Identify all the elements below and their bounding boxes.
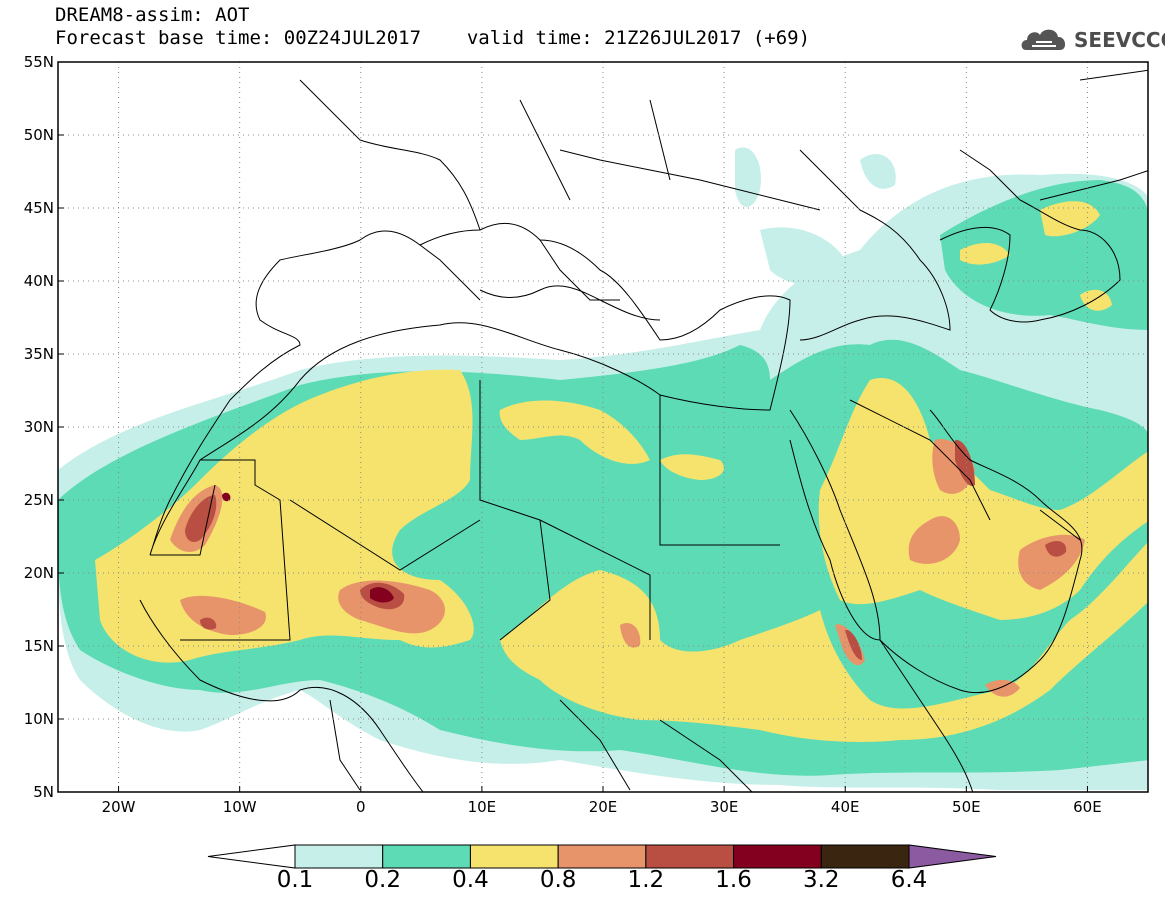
lat-axis: 55N 50N 45N 40N 35N 30N 25N 20N 15N 10N 5N	[24, 53, 64, 801]
lat-tick-label: 25N	[24, 491, 54, 509]
lon-tick-label: 40E	[831, 798, 860, 816]
colorbar-threshold-label: 6.4	[890, 867, 928, 893]
gridlines	[58, 62, 1148, 792]
lat-tick-label: 35N	[24, 345, 54, 363]
logo-text: SEEVCCC	[1074, 28, 1165, 52]
colorbar-box	[469, 844, 559, 869]
lon-tick-label: 60E	[1073, 798, 1102, 816]
colorbar-box	[557, 844, 647, 869]
colorbar-box	[820, 844, 910, 869]
colorbar-max-arrow	[908, 844, 997, 869]
colorbar-box	[294, 844, 384, 869]
colorbar-box	[733, 844, 822, 869]
colorbar-threshold-label: 0.4	[452, 867, 489, 893]
lon-axis: 20W 10W 0 10E 20E 30E 40E 50E 60E	[102, 786, 1102, 816]
lat-tick-label: 5N	[33, 783, 54, 801]
lon-tick-label: 10E	[468, 798, 497, 816]
map-title: DREAM8-assim: AOT	[55, 4, 249, 26]
lon-tick-label: 30E	[710, 798, 739, 816]
lat-tick-label: 40N	[24, 272, 54, 290]
colorbar-threshold-label: 3.2	[802, 867, 840, 893]
aot-layer-0.4-sudan	[500, 542, 1148, 742]
lat-tick-label: 10N	[24, 710, 54, 728]
cloud-logo-icon	[1021, 29, 1066, 50]
aot-layer-0.4-libya	[499, 400, 724, 480]
base-time-value: 00Z24JUL2017	[283, 27, 422, 49]
seevccc-logo: SEEVCCC	[1018, 22, 1165, 58]
lon-tick-label: 20W	[102, 798, 136, 816]
colorbar-box	[645, 844, 735, 869]
colorbar-threshold-label: 0.1	[276, 867, 314, 893]
lat-tick-label: 55N	[24, 53, 54, 71]
lat-tick-label: 30N	[24, 418, 54, 436]
colorbar-threshold-label: 1.6	[715, 867, 752, 893]
lat-tick-label: 15N	[24, 637, 54, 655]
aot-layer-1.6	[222, 492, 394, 603]
aot-field	[58, 147, 1148, 790]
colorbar-threshold-label: 0.8	[539, 867, 577, 893]
valid-time-label: valid time:	[466, 27, 593, 49]
lat-tick-label: 20N	[24, 564, 54, 582]
time-line: Forecast base time: 00Z24JUL2017 valid t…	[55, 27, 810, 49]
aot-layer-0.1-north	[735, 147, 896, 285]
lat-tick-label: 50N	[24, 126, 54, 144]
base-time-label: Forecast base time:	[55, 27, 273, 49]
lon-tick-label: 20E	[589, 798, 618, 816]
model-name: DREAM8-assim: AOT	[55, 4, 250, 26]
colorbar-threshold-label: 1.2	[627, 867, 665, 893]
lon-tick-label: 50E	[952, 798, 981, 816]
lon-tick-label: 0	[356, 798, 366, 816]
coastlines	[139, 69, 1148, 792]
colorbar-min-arrow	[207, 844, 296, 869]
colorbar-threshold-label: 0.2	[364, 867, 401, 893]
lon-tick-label: 10W	[223, 798, 257, 816]
colorbar-box	[382, 844, 471, 869]
valid-time-value: 21Z26JUL2017 (+69)	[604, 27, 811, 49]
lat-tick-label: 45N	[24, 199, 54, 217]
